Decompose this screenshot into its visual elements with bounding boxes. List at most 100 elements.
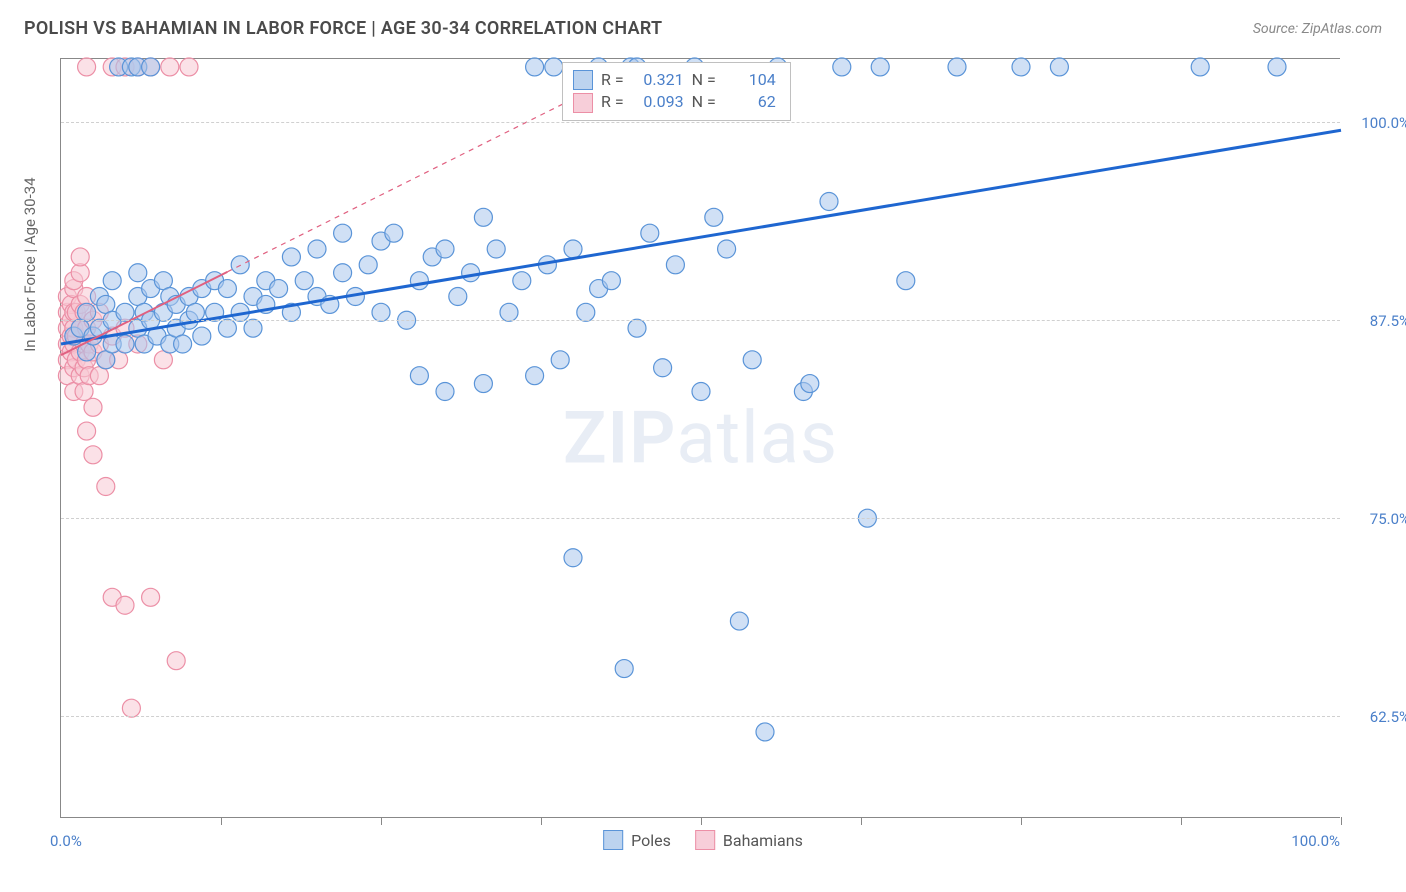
data-point: [897, 272, 915, 290]
data-point: [167, 652, 185, 670]
data-point: [487, 240, 505, 258]
data-point: [410, 272, 428, 290]
data-point: [97, 478, 115, 496]
data-point: [462, 264, 480, 282]
data-point: [84, 446, 102, 464]
legend-swatch-bahamians: [695, 830, 715, 850]
r-label: R =: [601, 69, 624, 91]
scatter-svg: [61, 59, 1340, 817]
data-point: [78, 58, 96, 76]
y-axis-title: In Labor Force | Age 30-34: [21, 177, 39, 351]
data-point: [84, 398, 102, 416]
data-point: [628, 319, 646, 337]
x-tick: [1021, 817, 1022, 825]
data-point: [116, 335, 134, 353]
series-legend: Poles Bahamians: [603, 830, 803, 850]
data-point: [436, 240, 454, 258]
y-tick-label: 87.5%: [1370, 312, 1406, 330]
data-point: [705, 208, 723, 226]
x-tick: [861, 817, 862, 825]
data-point: [244, 319, 262, 337]
swatch-bahamians: [573, 93, 593, 113]
data-point: [564, 240, 582, 258]
data-point: [1012, 58, 1030, 76]
data-point: [116, 596, 134, 614]
data-point: [218, 280, 236, 298]
y-tick-label: 100.0%: [1361, 114, 1406, 132]
data-point: [449, 288, 467, 306]
data-point: [756, 723, 774, 741]
y-tick-label: 62.5%: [1370, 708, 1406, 726]
data-point: [833, 58, 851, 76]
data-point: [871, 58, 889, 76]
x-tick: [1341, 817, 1342, 825]
data-point: [654, 359, 672, 377]
data-point: [436, 383, 454, 401]
data-point: [1191, 58, 1209, 76]
data-point: [308, 240, 326, 258]
r-value-bahamians: 0.093: [632, 91, 684, 113]
chart-plot-area: ZIPatlas 62.5%75.0%87.5%100.0%: [60, 58, 1340, 818]
data-point: [474, 208, 492, 226]
legend-label-poles: Poles: [631, 831, 671, 850]
gridline: 62.5%: [61, 716, 1340, 717]
data-point: [295, 272, 313, 290]
data-point: [743, 351, 761, 369]
trend-line: [61, 130, 1341, 344]
data-point: [372, 303, 390, 321]
data-point: [78, 303, 96, 321]
r-value-poles: 0.321: [632, 69, 684, 91]
data-point: [474, 375, 492, 393]
data-point: [71, 248, 89, 266]
data-point: [75, 383, 93, 401]
data-point: [385, 224, 403, 242]
data-point: [718, 240, 736, 258]
legend-item-bahamians: Bahamians: [695, 830, 803, 850]
data-point: [1268, 58, 1286, 76]
data-point: [334, 224, 352, 242]
data-point: [103, 272, 121, 290]
data-point: [730, 612, 748, 630]
data-point: [410, 367, 428, 385]
data-point: [174, 335, 192, 353]
legend-item-poles: Poles: [603, 830, 671, 850]
data-point: [820, 193, 838, 211]
data-point: [282, 248, 300, 266]
data-point: [142, 58, 160, 76]
x-tick: [1181, 817, 1182, 825]
data-point: [564, 549, 582, 567]
data-point: [270, 280, 288, 298]
r-label: R =: [601, 91, 624, 113]
data-point: [641, 224, 659, 242]
x-tick: [221, 817, 222, 825]
n-value-poles: 104: [724, 69, 776, 91]
data-point: [577, 303, 595, 321]
data-point: [142, 588, 160, 606]
data-point: [359, 256, 377, 274]
data-point: [801, 375, 819, 393]
x-label-max: 100.0%: [1291, 832, 1340, 850]
gridline: 75.0%: [61, 518, 1340, 519]
correlation-legend-box: R = 0.321 N = 104 R = 0.093 N = 62: [562, 62, 791, 121]
stat-row-bahamians: R = 0.093 N = 62: [573, 91, 776, 113]
chart-title: POLISH VS BAHAMIAN IN LABOR FORCE | AGE …: [24, 18, 662, 39]
data-point: [526, 367, 544, 385]
gridline: 87.5%: [61, 320, 1340, 321]
data-point: [500, 303, 518, 321]
n-label: N =: [692, 69, 716, 91]
x-label-min: 0.0%: [50, 832, 82, 850]
n-label: N =: [692, 91, 716, 113]
data-point: [116, 303, 134, 321]
data-point: [78, 422, 96, 440]
data-point: [122, 699, 140, 717]
data-point: [551, 351, 569, 369]
data-point: [1050, 58, 1068, 76]
stat-row-poles: R = 0.321 N = 104: [573, 69, 776, 91]
y-tick-label: 75.0%: [1370, 510, 1406, 528]
x-tick: [701, 817, 702, 825]
gridline: 100.0%: [61, 122, 1340, 123]
data-point: [218, 319, 236, 337]
n-value-bahamians: 62: [724, 91, 776, 113]
data-point: [692, 383, 710, 401]
data-point: [180, 58, 198, 76]
